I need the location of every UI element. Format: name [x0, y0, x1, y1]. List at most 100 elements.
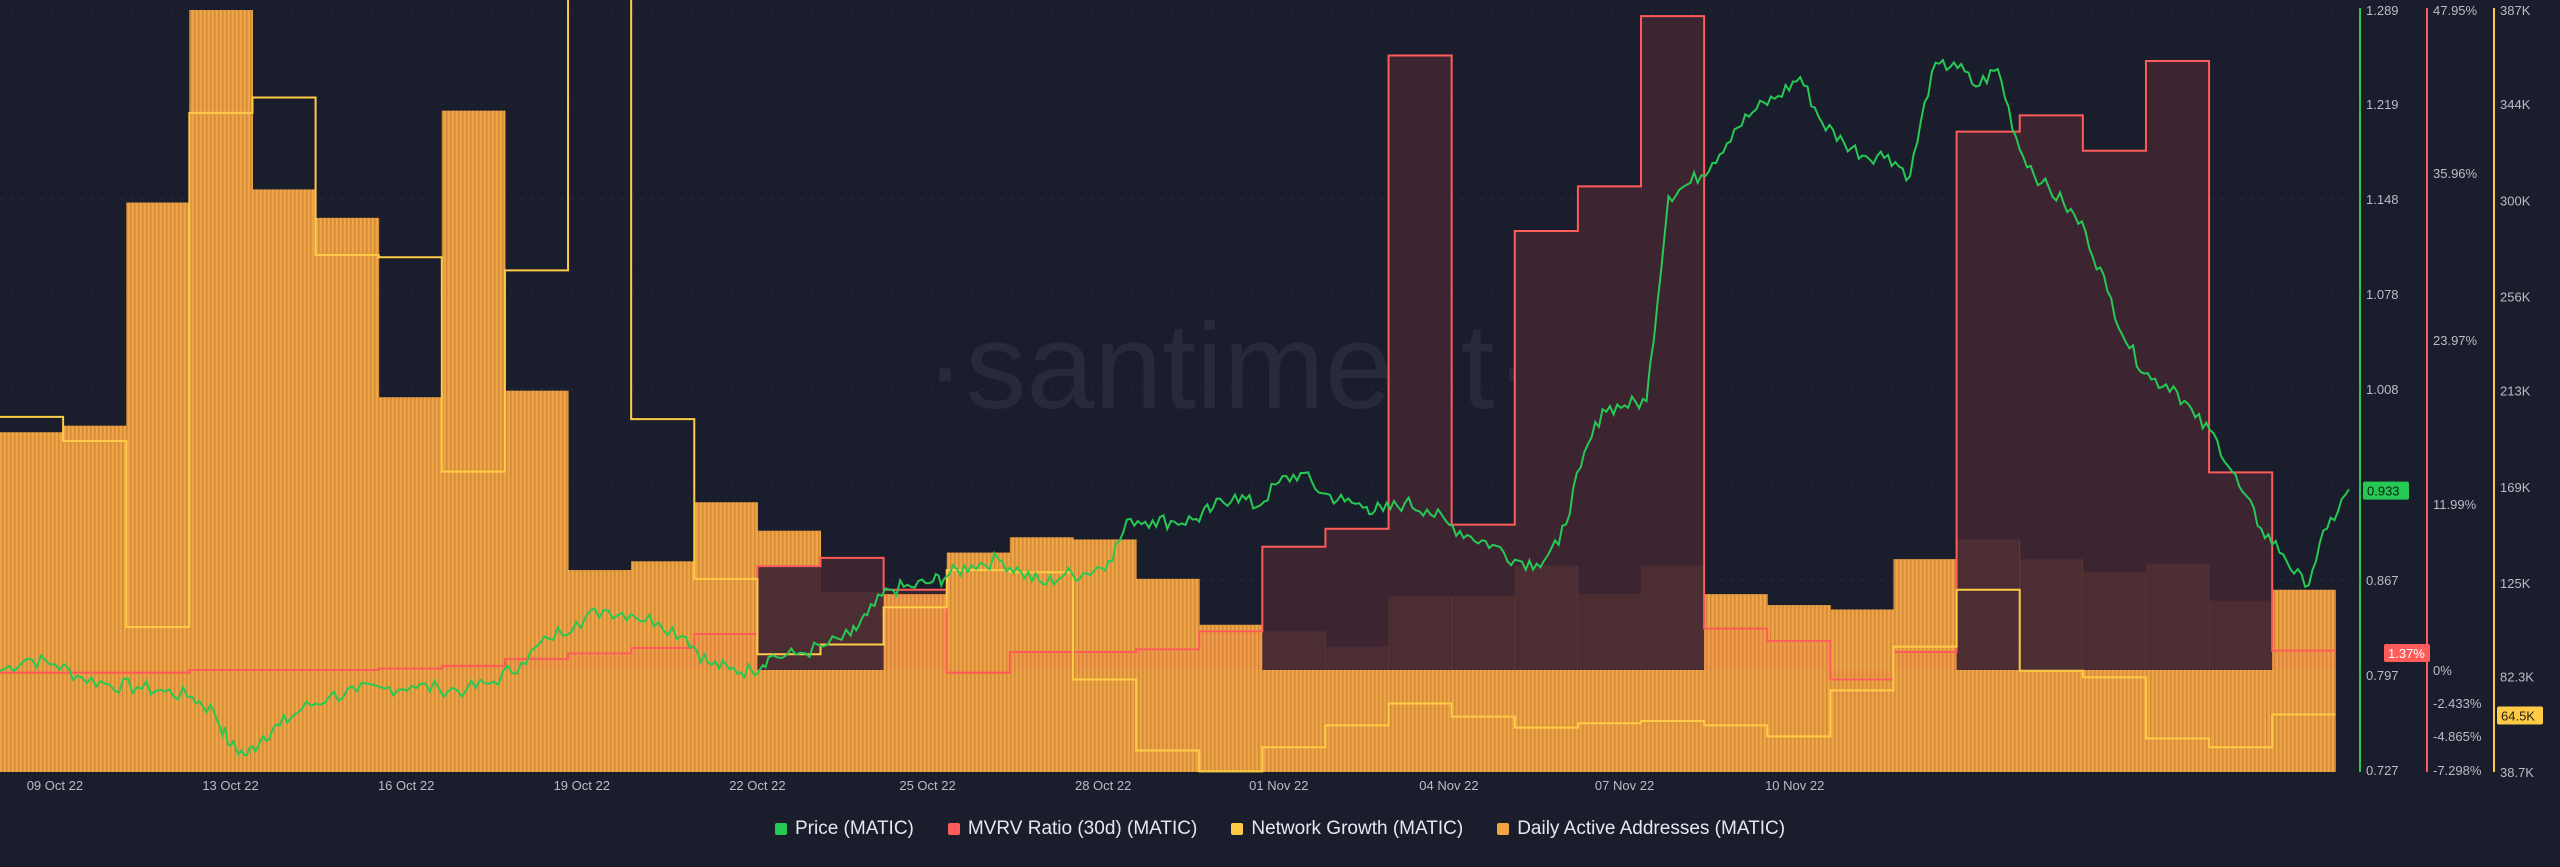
x-axis-ticks: 09 Oct 22 13 Oct 22 16 Oct 22 19 Oct 22 22 O… — [27, 778, 1825, 793]
mvrv-fill — [883, 589, 947, 670]
mvrv-fill — [63, 670, 127, 673]
mvrv-fill — [1514, 230, 1578, 670]
daa-bar — [504, 390, 569, 772]
mvrv-badge: 1.37% — [2388, 646, 2425, 661]
price-axis-tick: 0.727 — [2366, 763, 2399, 778]
legend-label: Daily Active Addresses (MATIC) — [1517, 818, 1786, 839]
mvrv-axis-tick: 47.95% — [2433, 3, 2478, 18]
legend-swatch — [1497, 823, 1510, 835]
price-axis-tick: 1.078 — [2366, 287, 2399, 302]
x-tick: 19 Oct 22 — [554, 778, 610, 793]
mvrv-fill — [1704, 628, 1768, 670]
x-tick: 16 Oct 22 — [378, 778, 434, 793]
daa-bar — [0, 432, 64, 772]
mvrv-fill — [2209, 472, 2273, 670]
mvrv-fill — [568, 653, 632, 670]
daa-bar — [1767, 605, 1831, 772]
price-badge-bg — [2363, 481, 2409, 500]
price-axis-tick: 1.008 — [2366, 382, 2399, 397]
mvrv-fill — [1893, 652, 1957, 670]
legend-label: Network Growth (MATIC) — [1251, 818, 1464, 839]
price-axis-tick: 1.148 — [2366, 192, 2399, 207]
x-tick: 13 Oct 22 — [202, 778, 258, 793]
daa-bar — [2272, 589, 2336, 772]
mvrv-fill — [2082, 150, 2146, 670]
mvrv-axis-tick: -4.865% — [2433, 729, 2482, 744]
mvrv-fill — [946, 670, 1010, 673]
x-tick: 09 Oct 22 — [27, 778, 83, 793]
mvrv-fill — [1262, 546, 1326, 670]
mvrv-series — [0, 15, 2336, 681]
price-axis-tick: 1.289 — [2366, 3, 2399, 18]
mvrv-axis-tick: -2.433% — [2433, 696, 2482, 711]
daa-bar — [946, 552, 1011, 772]
legend-item[interactable]: MVRV Ratio (30d) (MATIC) — [947, 818, 1198, 840]
activity-badge: 64.5K — [2501, 709, 2535, 724]
mvrv-fill — [1388, 55, 1452, 671]
activity-axis-tick: 169K — [2500, 480, 2531, 495]
mvrv-axis-tick: 0% — [2433, 663, 2452, 678]
mvrv-line — [0, 15, 2336, 681]
mvrv-fill — [1325, 528, 1389, 670]
legend-item[interactable]: Network Growth (MATIC) — [1231, 818, 1463, 840]
price-axis-tick: 1.219 — [2366, 97, 2399, 112]
mvrv-fill — [1956, 131, 2020, 670]
legend: Price (MATIC) MVRV Ratio (30d) (MATIC) Net… — [0, 818, 2560, 840]
x-tick: 07 Nov 22 — [1595, 778, 1654, 793]
legend-swatch — [774, 823, 787, 835]
x-tick: 22 Oct 22 — [729, 778, 785, 793]
x-tick: 04 Nov 22 — [1419, 778, 1478, 793]
mvrv-fill — [1072, 652, 1137, 670]
network-growth-series — [0, 0, 2336, 773]
legend-item[interactable]: Daily Active Addresses (MATIC) — [1497, 818, 1785, 840]
legend-swatch — [947, 823, 960, 835]
mvrv-fill — [2272, 650, 2336, 670]
daa-bar — [441, 110, 506, 772]
chart-svg: ·santiment· 1.2891.2191.1481.0781.0080.8… — [0, 0, 2543, 793]
mvrv-fill — [1009, 652, 1073, 670]
x-tick: 28 Oct 22 — [1075, 778, 1131, 793]
daa-bar — [883, 594, 948, 772]
axes: 1.289 1.219 1.148 1.078 1.008 0.867 0.797 0.727… — [2359, 3, 2543, 780]
price-line — [0, 58, 2350, 757]
daa-bar — [1136, 578, 1200, 772]
legend-item[interactable]: Price (MATIC) — [774, 818, 914, 840]
mvrv-fill — [1451, 524, 1515, 670]
activity-axis-tick: 387K — [2500, 3, 2531, 18]
mvrv-fill — [126, 670, 190, 673]
x-tick: 10 Nov 22 — [1765, 778, 1824, 793]
legend-label: MVRV Ratio (30d) (MATIC) — [967, 818, 1198, 839]
mvrv-fill — [2019, 115, 2083, 670]
daa-bar — [1199, 624, 1263, 772]
mvrv-fill — [1767, 640, 1831, 670]
mvrv-fill — [1136, 649, 1200, 670]
mvrv-axis-tick: 23.97% — [2433, 333, 2478, 348]
mvrv-fill — [441, 665, 505, 670]
daa-bar — [315, 217, 380, 772]
daa-bar — [63, 425, 127, 772]
activity-badge-bg — [2497, 706, 2543, 725]
daa-bar — [189, 10, 253, 772]
mvrv-fill — [1830, 670, 1894, 680]
mvrv-fill — [1199, 631, 1263, 670]
mvrv-fill — [1641, 16, 1705, 670]
mvrv-axis-tick: -7.298% — [2433, 763, 2482, 778]
network-growth-line — [0, 0, 2336, 773]
mvrv-badge-bg — [2384, 644, 2430, 662]
daa-bar — [1072, 539, 1137, 772]
daa-bar — [378, 397, 443, 772]
activity-axis-tick: 82.3K — [2500, 670, 2534, 685]
mvrv-fill — [1577, 186, 1642, 670]
activity-axis-tick: 213K — [2500, 384, 2531, 399]
activity-axis-tick: 125K — [2500, 576, 2531, 591]
price-series — [0, 58, 2350, 757]
daa-bar — [568, 570, 632, 772]
daa-bar — [631, 561, 695, 772]
price-badge: 0.933 — [2367, 484, 2400, 499]
price-axis-tick: 0.797 — [2366, 668, 2399, 683]
x-tick: 25 Oct 22 — [899, 778, 955, 793]
mvrv-fill — [2145, 60, 2210, 671]
activity-axis-tick: 38.7K — [2500, 765, 2534, 780]
daa-bar — [252, 189, 317, 772]
mvrv-fill — [504, 658, 569, 670]
